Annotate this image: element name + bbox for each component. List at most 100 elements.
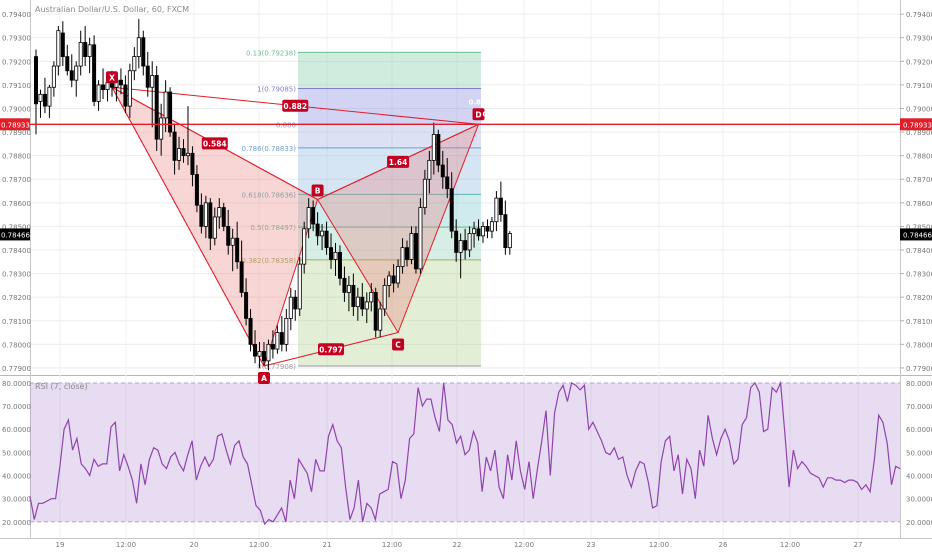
- ratio-label: 0.797: [319, 345, 343, 354]
- candle-body: [337, 251, 342, 279]
- fib-level-label: 0.13(0.79238): [246, 49, 296, 57]
- pattern-point-label-bg: [311, 184, 324, 197]
- pattern-xa-dashed: [111, 87, 265, 367]
- candle-body: [105, 82, 110, 91]
- pattern-point-label: C: [395, 341, 401, 350]
- time-tick-label: 12:00: [514, 541, 534, 549]
- candle-body: [266, 343, 271, 362]
- last-price-badge-left: [0, 228, 30, 241]
- candle-body: [185, 152, 190, 157]
- candle-body: [194, 174, 199, 206]
- candle-body: [463, 240, 468, 251]
- candle-body: [382, 284, 387, 310]
- candle-body: [400, 247, 405, 267]
- candle-body: [333, 251, 338, 260]
- price-tick-label: 0.78800: [906, 153, 932, 161]
- candle-body: [239, 261, 244, 293]
- price-tick-label-left: 0.79400: [2, 11, 31, 19]
- time-tick-label: 12:00: [382, 541, 402, 549]
- candle-body: [418, 207, 423, 270]
- candle-body: [436, 134, 441, 166]
- pattern-labels: X A B C D 0.584 1.64 0.797 0.882 0.886 0.78933: [105, 71, 515, 385]
- candle-body: [230, 237, 235, 246]
- candle-body: [154, 75, 159, 140]
- candle-body: [480, 226, 485, 237]
- rsi-title: RSI (7, close): [35, 382, 88, 391]
- fib-zone: [298, 147, 481, 195]
- candle-body: [34, 56, 39, 105]
- candle-body: [42, 93, 47, 107]
- fib-level-label: 0.382(0.78358): [242, 257, 297, 265]
- rsi-tick-label: 40.0000: [906, 473, 932, 481]
- horizontal-line-badge-left: [0, 118, 30, 131]
- price-panel[interactable]: [30, 0, 900, 375]
- candle-body: [360, 296, 365, 310]
- horizontal-line-badge-right: [900, 118, 932, 131]
- candle-body: [391, 275, 396, 284]
- fib-level-label: 0.618(0.78636): [242, 191, 297, 199]
- rsi-tick-label-left: 50.0000: [2, 449, 31, 457]
- candle-body: [127, 70, 132, 107]
- candle-body: [297, 263, 302, 310]
- candle-body: [60, 32, 65, 58]
- ratio-label-bg: [318, 343, 345, 356]
- candle-body: [150, 75, 155, 88]
- price-tick-label-left: 0.77900: [2, 365, 31, 373]
- candle-body: [101, 84, 106, 91]
- candle-body: [320, 230, 325, 237]
- price-tick-label: 0.78500: [906, 223, 932, 231]
- candle-body: [159, 117, 164, 140]
- last-price-value-left: 0.78466: [1, 231, 30, 239]
- candle-body: [351, 284, 356, 308]
- candle-body: [96, 84, 101, 102]
- candle-body: [132, 56, 137, 72]
- axes: 0.79400 0.79400 0.79300 0.79300 0.79200 0.792…: [0, 11, 932, 549]
- candle-body: [203, 202, 208, 227]
- candle-body: [118, 79, 123, 86]
- pattern-point-label-bg: [472, 108, 485, 121]
- fib-level-label: 0.886: [276, 121, 297, 129]
- candle-body: [342, 277, 347, 293]
- fib-zone: [298, 88, 481, 125]
- candle-body: [315, 223, 320, 237]
- time-tick-label: 12:00: [249, 541, 269, 549]
- time-tick-label: 19: [56, 541, 65, 549]
- candle-body: [413, 233, 418, 270]
- candle-body: [172, 131, 177, 161]
- horizontal-price-line[interactable]: 0.78933 0.78933: [0, 118, 932, 131]
- candle-body: [387, 275, 392, 286]
- last-price-value-right: 0.78466: [903, 231, 932, 239]
- candle-body: [123, 84, 128, 107]
- candle-body: [177, 148, 182, 161]
- candle-body: [56, 30, 61, 67]
- candle-body: [212, 216, 217, 239]
- candle-body: [279, 332, 284, 345]
- candle-body: [270, 343, 275, 350]
- rsi-tick-label-left: 80.0000: [2, 380, 31, 388]
- time-tick-label: 12:00: [780, 541, 800, 549]
- candle-body: [454, 230, 459, 253]
- candle-body: [284, 317, 289, 345]
- ratio-label: 0.882: [283, 102, 307, 111]
- price-tick-label: 0.79400: [906, 11, 932, 19]
- candle-body: [364, 301, 369, 310]
- price-tick-label: 0.78400: [906, 247, 932, 255]
- candle-body: [409, 233, 414, 260]
- time-tick-label: 12:00: [649, 541, 669, 549]
- rsi-panel[interactable]: [30, 376, 900, 538]
- price-tick-label: 0.78900: [906, 129, 932, 137]
- ratio-label: 0.584: [203, 139, 227, 148]
- rsi-tick-label-left: 30.0000: [2, 496, 31, 504]
- rsi-tick-label-left: 60.0000: [2, 426, 31, 434]
- candle-body: [489, 221, 494, 232]
- price-tick-label: 0.79000: [906, 105, 932, 113]
- candle-body: [498, 197, 503, 216]
- rsi-tick-label: 50.0000: [906, 449, 932, 457]
- rsi-tick-label: 70.0000: [906, 403, 932, 411]
- price-tick-label: 0.78600: [906, 200, 932, 208]
- candle-body: [440, 164, 445, 178]
- time-tick-label: 21: [323, 541, 332, 549]
- price-tick-label: 0.78200: [906, 294, 932, 302]
- candle-body: [427, 159, 432, 180]
